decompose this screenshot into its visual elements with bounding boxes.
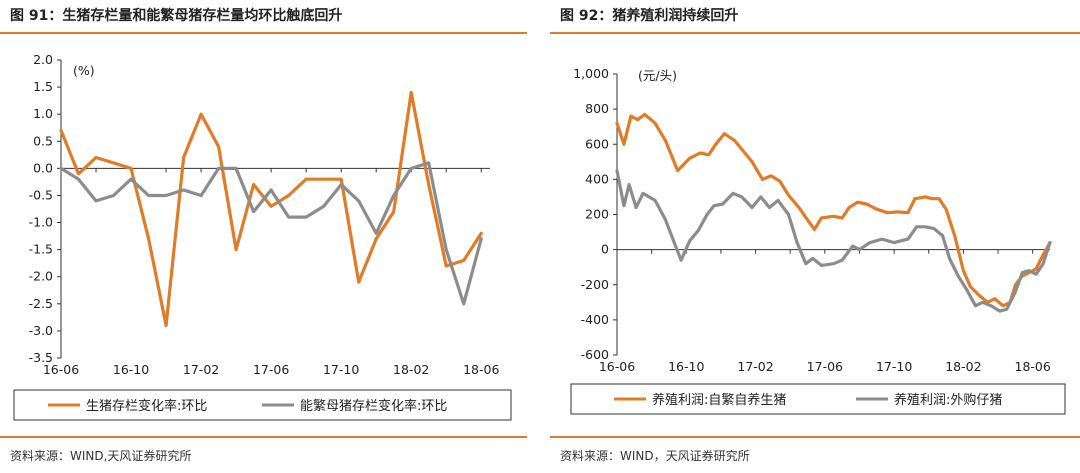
- left-y-tick-label: -1.5: [29, 242, 53, 257]
- left-legend-label-1: 生猪存栏变化率:环比: [86, 398, 207, 414]
- right-x-tick-label: 17-06: [807, 359, 843, 374]
- right-x-tick-label: 18-06: [1015, 359, 1051, 374]
- right-series-line-2: [615, 169, 1052, 313]
- left-chart: 2.0 1.5 1.0 0.5 0.0 -0.5 -1.0 -1.5 -2.0 -2.5 -3.0 -…: [13, 52, 512, 421]
- left-figure-panel: 图 91：生猪存栏量和能繁母猪存栏量均环比触底回升 2.0 1.5 1.0 0.5 0.…: [0, 0, 527, 473]
- left-y-tick-label: 0.0: [33, 160, 53, 175]
- right-x-tick-label: 17-10: [876, 359, 912, 374]
- left-bottom-rule: [0, 436, 527, 438]
- left-x-ticks: 16-06 16-10 17-02 17-06 17-10 18-02 18-06: [43, 168, 499, 377]
- left-x-tick-label: 18-06: [463, 362, 499, 377]
- right-legend-label-1: 养殖利润:自繁自养生猪: [652, 392, 786, 408]
- left-series-line-2: [59, 161, 483, 306]
- right-y-tick-label: 600: [585, 136, 609, 151]
- left-y-tick-label: -0.5: [29, 187, 53, 202]
- right-unit-label: (元/头): [638, 68, 677, 83]
- left-series-lines: [59, 90, 483, 328]
- right-x-tick-label: 17-02: [737, 359, 773, 374]
- left-unit-label: (%): [73, 63, 95, 78]
- left-legend-box: [13, 389, 512, 421]
- right-series-line-1: [615, 112, 1052, 308]
- left-x-tick-label: 16-06: [43, 362, 79, 377]
- left-y-tick-label: 0.5: [33, 133, 53, 148]
- left-x-tick-label: 17-10: [323, 362, 359, 377]
- left-x-tick-label: 16-10: [113, 362, 149, 377]
- right-bottom-rule: [550, 436, 1080, 438]
- left-y-tick-label: -2.5: [29, 296, 53, 311]
- left-y-tick-label: 1.0: [33, 106, 53, 121]
- right-y-tick-label: -400: [581, 312, 609, 327]
- right-top-rule: [550, 32, 1080, 34]
- right-legend-box: [570, 383, 1066, 415]
- right-y-tick-label: -600: [581, 347, 609, 362]
- right-figure-title: 图 92：猪养殖利润持续回升: [560, 8, 739, 24]
- left-x-tick-label: 18-02: [393, 362, 429, 377]
- right-source-note: 资料来源：WIND，天风证券研究所: [560, 449, 750, 463]
- right-legend-label-2: 养殖利润:外购仔猪: [894, 392, 1002, 408]
- right-figure-panel: 图 92：猪养殖利润持续回升 1,000 800 600 400 200 0 -200 -40…: [550, 0, 1080, 473]
- left-source-note: 资料来源：WIND,天风证券研究所: [10, 449, 192, 463]
- left-top-rule: [0, 32, 527, 34]
- right-y-ticks: 1,000 800 600 400 200 0 -200 -400 -600: [573, 66, 617, 362]
- left-series-line-1: [59, 90, 483, 328]
- left-legend-label-2: 能繁母猪存栏变化率:环比: [300, 398, 447, 414]
- left-y-ticks: 2.0 1.5 1.0 0.5 0.0 -0.5 -1.0 -1.5 -2.0 -2.5 -3.0 -…: [29, 52, 61, 365]
- left-y-tick-label: -3.5: [29, 350, 53, 365]
- left-x-tick-label: 17-02: [183, 362, 219, 377]
- right-y-tick-label: 1,000: [573, 66, 609, 81]
- right-x-tick-label: 16-10: [668, 359, 704, 374]
- right-y-tick-label: -200: [581, 277, 609, 292]
- right-x-tick-label: 16-06: [599, 359, 635, 374]
- left-x-tick-label: 17-06: [253, 362, 289, 377]
- right-y-tick-label: 400: [585, 171, 609, 186]
- left-y-tick-label: 1.5: [33, 79, 53, 94]
- right-y-tick-label: 200: [585, 207, 609, 222]
- right-y-tick-label: 0: [601, 242, 609, 257]
- left-y-tick-label: -3.0: [29, 323, 53, 338]
- right-series-lines: [615, 112, 1052, 313]
- right-y-tick-label: 800: [585, 101, 609, 116]
- right-x-ticks: 16-06 16-10 17-02 17-06 17-10 18-02 18-06: [599, 249, 1051, 374]
- right-x-tick-label: 18-02: [945, 359, 981, 374]
- left-y-tick-label: -1.0: [29, 215, 53, 230]
- left-figure-title: 图 91：生猪存栏量和能繁母猪存栏量均环比触底回升: [10, 8, 343, 24]
- right-chart: 1,000 800 600 400 200 0 -200 -400 -600 16-06 16-1…: [570, 66, 1066, 415]
- left-y-tick-label: 2.0: [33, 52, 53, 67]
- left-y-tick-label: -2.0: [29, 269, 53, 284]
